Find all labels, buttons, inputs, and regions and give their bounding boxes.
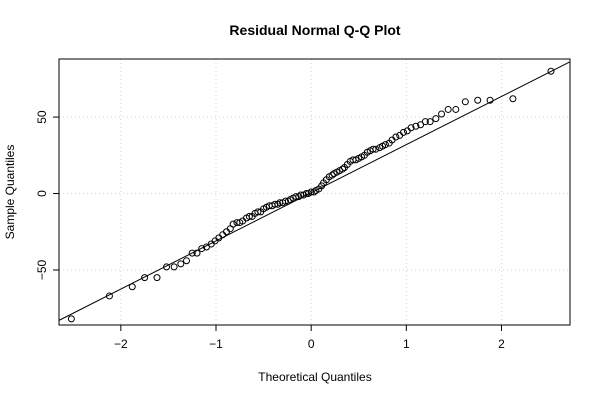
data-point bbox=[307, 188, 315, 196]
data-point bbox=[432, 115, 440, 123]
chart-title: Residual Normal Q-Q Plot bbox=[229, 22, 400, 38]
data-point bbox=[399, 128, 407, 136]
x-axis: −2 −1 0 1 2 bbox=[114, 324, 505, 351]
data-point bbox=[188, 249, 196, 257]
data-point bbox=[396, 131, 404, 139]
data-point bbox=[426, 118, 434, 126]
data-point bbox=[417, 121, 425, 129]
x-tick-label: −1 bbox=[209, 337, 223, 351]
data-point bbox=[509, 95, 517, 103]
data-point bbox=[292, 193, 300, 201]
data-point bbox=[153, 274, 161, 282]
data-point bbox=[392, 133, 400, 141]
y-tick-label: 0 bbox=[35, 190, 49, 197]
data-point bbox=[177, 260, 185, 268]
x-tick-label: 1 bbox=[403, 337, 410, 351]
y-axis-label: Sample Quantiles bbox=[3, 145, 17, 240]
data-point bbox=[281, 197, 289, 205]
data-point bbox=[412, 122, 420, 130]
data-point bbox=[438, 110, 446, 118]
data-point bbox=[328, 171, 336, 179]
data-point bbox=[67, 315, 75, 323]
data-point bbox=[254, 208, 262, 216]
data-point bbox=[128, 283, 136, 291]
data-point bbox=[202, 243, 210, 251]
data-point bbox=[339, 165, 347, 173]
data-points bbox=[67, 67, 555, 323]
data-point bbox=[141, 274, 149, 282]
data-point bbox=[271, 200, 279, 208]
data-point bbox=[274, 200, 282, 208]
data-point bbox=[452, 105, 460, 113]
data-point bbox=[295, 193, 303, 201]
data-point bbox=[193, 249, 201, 257]
data-point bbox=[302, 190, 310, 198]
data-point bbox=[369, 145, 377, 153]
data-point bbox=[284, 197, 292, 205]
data-point bbox=[444, 105, 452, 113]
data-point bbox=[219, 231, 227, 239]
data-point bbox=[403, 127, 411, 135]
data-point bbox=[421, 118, 429, 126]
data-point bbox=[170, 263, 178, 271]
data-point bbox=[183, 257, 191, 265]
data-point bbox=[474, 96, 482, 104]
x-tick-label: 0 bbox=[308, 337, 315, 351]
x-tick-label: −2 bbox=[114, 337, 128, 351]
data-point bbox=[163, 263, 171, 271]
data-point bbox=[407, 124, 415, 132]
data-point bbox=[229, 220, 237, 228]
y-tick-label: −50 bbox=[35, 259, 49, 280]
data-point bbox=[222, 228, 230, 236]
data-point bbox=[372, 145, 380, 153]
data-point bbox=[245, 212, 253, 220]
y-tick-label: 50 bbox=[35, 110, 49, 124]
data-point bbox=[381, 141, 389, 149]
data-point bbox=[105, 292, 113, 300]
data-point bbox=[310, 188, 318, 196]
x-tick-label: 2 bbox=[498, 337, 505, 351]
y-axis: −50 0 50 bbox=[35, 110, 60, 280]
data-point bbox=[547, 67, 555, 75]
x-axis-label: Theoretical Quantiles bbox=[258, 370, 371, 384]
data-point bbox=[198, 245, 206, 253]
data-point bbox=[486, 96, 494, 104]
data-point bbox=[461, 98, 469, 106]
